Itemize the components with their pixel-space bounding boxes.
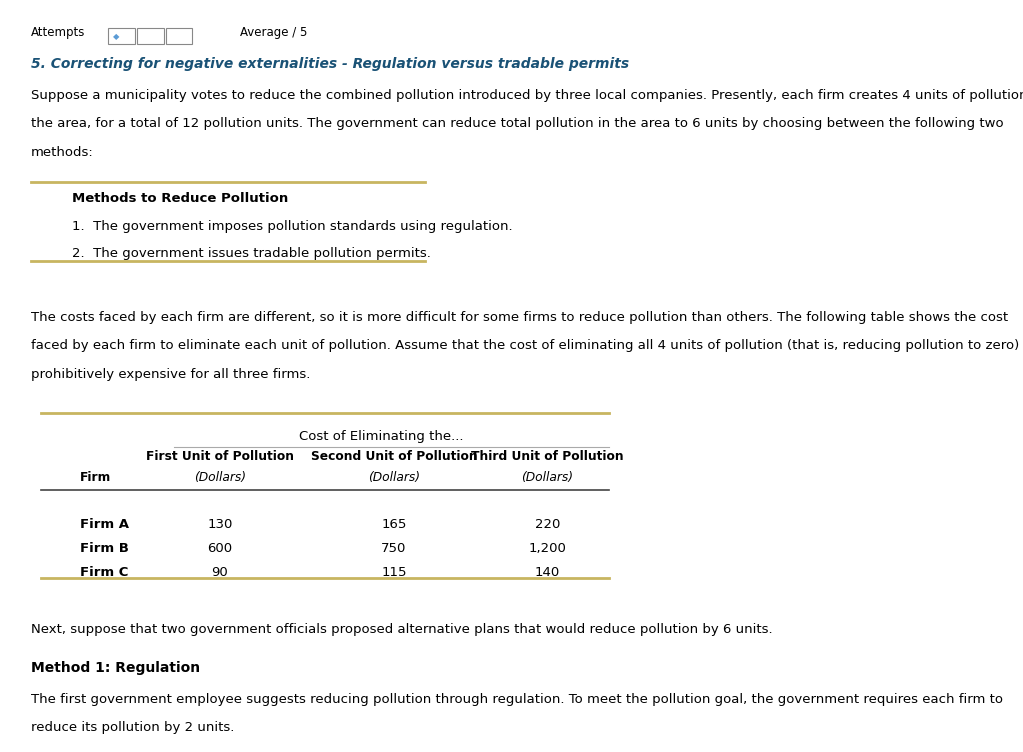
Text: 130: 130: [208, 518, 232, 531]
Bar: [166, 28, 192, 44]
Text: 1,200: 1,200: [528, 542, 567, 555]
Text: (Dollars): (Dollars): [194, 471, 246, 484]
Text: 220: 220: [535, 518, 560, 531]
Text: 1.  The government imposes pollution standards using regulation.: 1. The government imposes pollution stan…: [72, 220, 513, 233]
Text: Method 1: Regulation: Method 1: Regulation: [31, 661, 199, 675]
Text: Methods to Reduce Pollution: Methods to Reduce Pollution: [72, 192, 287, 205]
Text: Attempts: Attempts: [31, 26, 85, 39]
Text: Third Unit of Pollution: Third Unit of Pollution: [471, 450, 624, 462]
Text: 600: 600: [208, 542, 232, 555]
Text: 165: 165: [382, 518, 406, 531]
Text: Firm: Firm: [80, 471, 112, 484]
Text: ◆: ◆: [113, 32, 119, 41]
Text: faced by each firm to eliminate each unit of pollution. Assume that the cost of : faced by each firm to eliminate each uni…: [31, 339, 1023, 352]
Text: Next, suppose that two government officials proposed alternative plans that woul: Next, suppose that two government offici…: [31, 623, 772, 636]
Text: First Unit of Pollution: First Unit of Pollution: [146, 450, 294, 462]
Text: Average / 5: Average / 5: [240, 26, 308, 39]
Text: (Dollars): (Dollars): [522, 471, 573, 484]
Text: reduce its pollution by 2 units.: reduce its pollution by 2 units.: [31, 721, 234, 734]
Text: The costs faced by each firm are different, so it is more difficult for some fir: The costs faced by each firm are differe…: [31, 311, 1008, 323]
Text: Firm B: Firm B: [80, 542, 129, 555]
Text: The first government employee suggests reducing pollution through regulation. To: The first government employee suggests r…: [31, 693, 1003, 705]
Text: the area, for a total of 12 pollution units. The government can reduce total pol: the area, for a total of 12 pollution un…: [31, 117, 1004, 130]
Text: Firm C: Firm C: [80, 566, 128, 579]
Text: Second Unit of Pollution: Second Unit of Pollution: [311, 450, 477, 462]
Text: prohibitively expensive for all three firms.: prohibitively expensive for all three fi…: [31, 368, 310, 381]
Text: 90: 90: [212, 566, 228, 579]
Text: 140: 140: [535, 566, 560, 579]
Text: Cost of Eliminating the...: Cost of Eliminating the...: [299, 430, 463, 443]
Text: 750: 750: [382, 542, 406, 555]
Bar: [108, 28, 135, 44]
Text: 5. Correcting for negative externalities - Regulation versus tradable permits: 5. Correcting for negative externalities…: [31, 57, 629, 71]
Bar: [137, 28, 164, 44]
Text: 2.  The government issues tradable pollution permits.: 2. The government issues tradable pollut…: [72, 247, 431, 260]
Text: (Dollars): (Dollars): [368, 471, 419, 484]
Text: Suppose a municipality votes to reduce the combined pollution introduced by thre: Suppose a municipality votes to reduce t…: [31, 89, 1023, 102]
Text: methods:: methods:: [31, 146, 93, 159]
Text: Firm A: Firm A: [80, 518, 129, 531]
Text: 115: 115: [382, 566, 406, 579]
